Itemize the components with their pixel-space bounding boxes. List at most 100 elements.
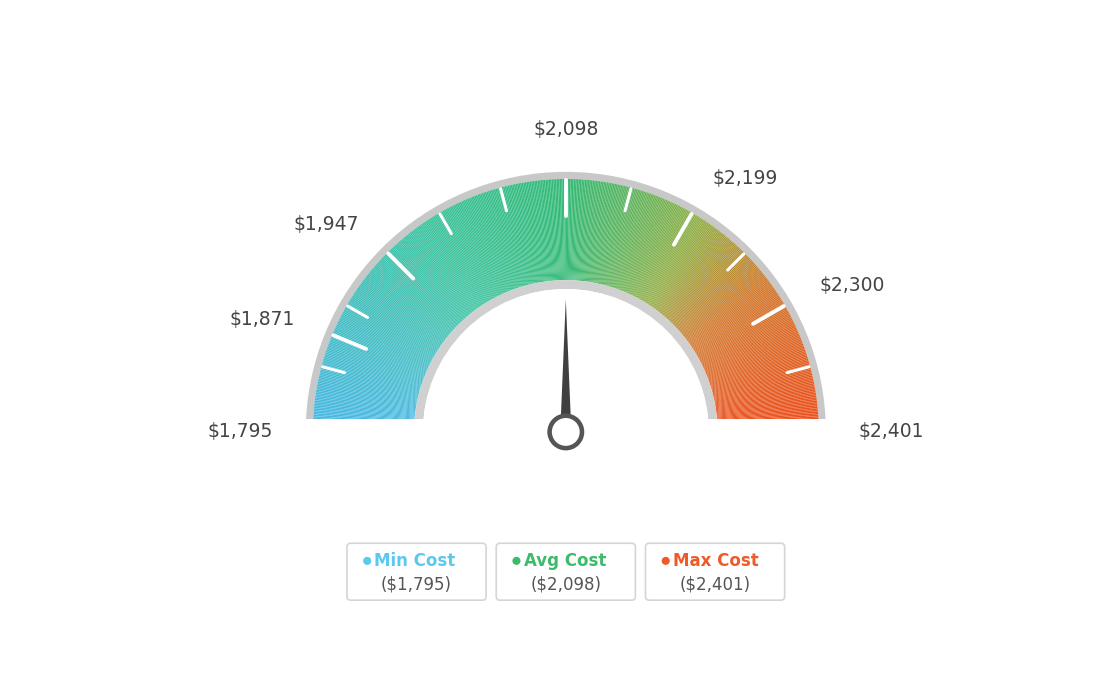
Wedge shape [682,270,762,336]
Wedge shape [513,184,535,284]
Wedge shape [662,237,729,315]
Wedge shape [314,420,414,425]
Wedge shape [633,204,678,296]
Wedge shape [666,242,734,319]
Wedge shape [410,232,473,313]
Wedge shape [336,326,428,369]
Wedge shape [322,362,420,391]
Wedge shape [651,224,711,308]
Wedge shape [402,238,468,316]
Wedge shape [330,339,425,377]
Wedge shape [428,218,485,304]
Wedge shape [330,337,425,376]
Wedge shape [342,311,433,360]
Wedge shape [312,426,414,429]
Wedge shape [558,179,562,280]
Wedge shape [565,179,567,280]
Wedge shape [484,193,517,288]
Text: ($2,098): ($2,098) [530,575,602,593]
Wedge shape [586,181,603,282]
Wedge shape [699,310,788,359]
Wedge shape [319,372,418,397]
Wedge shape [432,217,486,304]
Wedge shape [677,260,753,329]
Wedge shape [375,265,452,333]
Text: $2,098: $2,098 [533,120,598,139]
Wedge shape [709,346,805,382]
Wedge shape [678,262,754,331]
Wedge shape [561,179,564,280]
Wedge shape [426,220,482,306]
Wedge shape [390,250,460,323]
Wedge shape [657,229,719,310]
Wedge shape [424,221,481,306]
Wedge shape [575,179,583,281]
Wedge shape [339,319,431,365]
Wedge shape [718,413,818,422]
Wedge shape [637,208,687,299]
Wedge shape [337,324,428,368]
Wedge shape [654,226,713,308]
Text: ($2,401): ($2,401) [679,575,751,593]
Wedge shape [550,179,558,280]
Wedge shape [318,382,417,402]
Wedge shape [511,185,533,284]
Wedge shape [315,399,415,413]
Wedge shape [431,217,486,304]
Wedge shape [321,364,420,393]
Wedge shape [509,185,533,284]
Wedge shape [658,231,721,312]
Wedge shape [709,348,805,382]
Wedge shape [476,195,512,290]
Wedge shape [661,235,725,315]
Wedge shape [481,193,517,289]
Wedge shape [447,208,496,298]
Wedge shape [597,184,619,284]
Wedge shape [581,180,593,281]
Wedge shape [646,217,700,304]
Wedge shape [332,335,426,374]
Wedge shape [714,383,815,404]
Wedge shape [598,185,620,284]
Wedge shape [712,363,809,391]
Wedge shape [699,308,787,359]
Polygon shape [560,432,572,447]
Wedge shape [552,179,559,280]
Wedge shape [364,278,445,340]
Wedge shape [680,266,757,333]
Wedge shape [355,290,440,347]
Wedge shape [535,181,549,282]
Wedge shape [617,194,652,289]
Wedge shape [369,272,448,337]
Wedge shape [604,187,630,285]
Wedge shape [576,179,585,281]
Wedge shape [686,277,766,339]
Wedge shape [321,366,420,393]
Wedge shape [628,201,670,294]
Wedge shape [350,297,437,352]
Wedge shape [714,380,814,402]
Wedge shape [578,180,588,281]
Text: Min Cost: Min Cost [374,552,456,570]
Wedge shape [323,357,421,388]
Wedge shape [718,428,819,431]
Wedge shape [677,259,752,328]
Wedge shape [690,286,773,345]
Wedge shape [712,366,810,393]
Wedge shape [332,333,426,373]
Wedge shape [500,187,527,286]
Wedge shape [714,382,814,402]
Circle shape [548,413,584,451]
Wedge shape [618,195,655,290]
Wedge shape [612,191,644,288]
Wedge shape [479,194,514,289]
Wedge shape [523,182,541,282]
Wedge shape [469,197,509,291]
Wedge shape [716,406,818,417]
Wedge shape [708,340,803,378]
Wedge shape [718,420,818,425]
Wedge shape [372,268,450,335]
Wedge shape [498,188,527,286]
Wedge shape [486,191,519,288]
Wedge shape [699,311,789,360]
